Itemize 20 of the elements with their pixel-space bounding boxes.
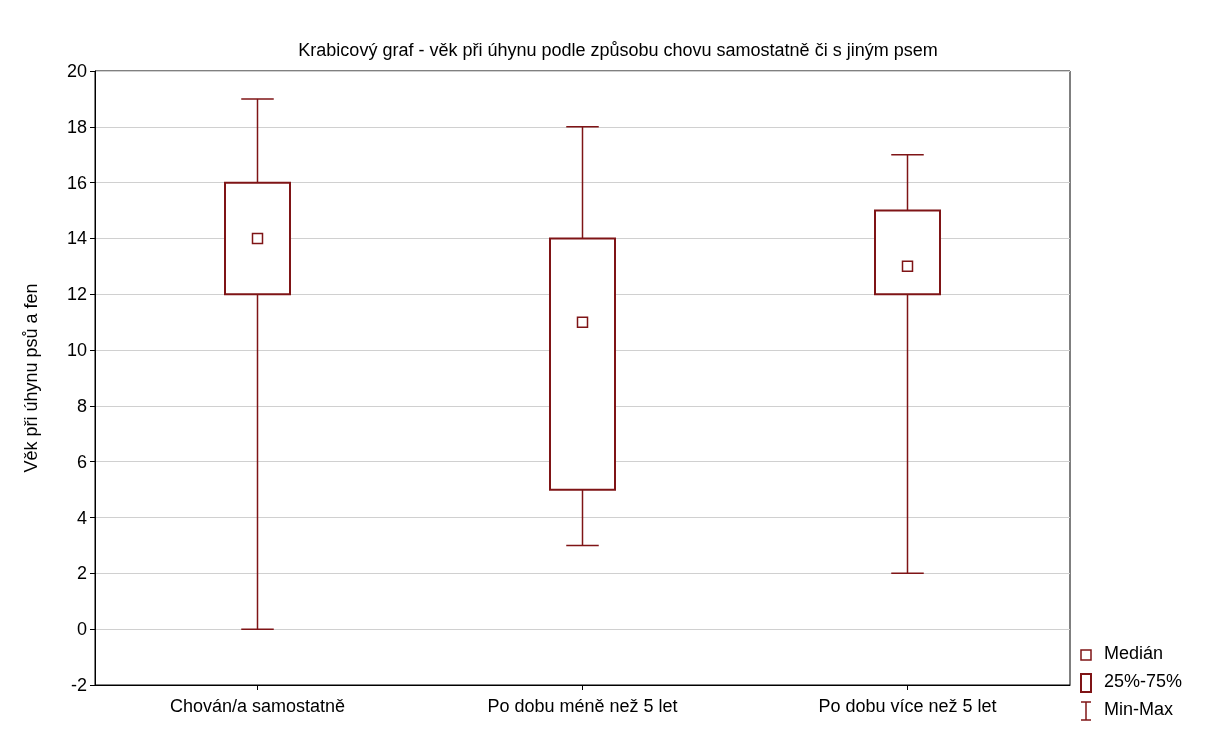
y-tick-label: 2 — [76, 563, 87, 584]
y-tick-label: 16 — [66, 172, 87, 193]
y-tick-label: 10 — [66, 340, 87, 361]
x-tick-label: Po dobu méně než 5 let — [487, 696, 678, 716]
text: 25%-75% — [1104, 671, 1183, 691]
y-tick-label: 8 — [76, 395, 87, 416]
y-tick-label: 6 — [76, 451, 87, 472]
y-tick-label: 20 — [66, 61, 87, 81]
y-tick-label: 14 — [66, 228, 87, 249]
x-tick-label: Chován/a samostatně — [169, 696, 346, 716]
y-tick-label: -2 — [70, 675, 87, 695]
y-tick-label: 12 — [66, 284, 87, 305]
y-tick-label: 0 — [76, 619, 87, 640]
y-tick-label: 18 — [66, 116, 87, 137]
text: Medián — [1104, 643, 1164, 663]
y-tick-label: 4 — [76, 507, 87, 528]
y-axis-title: Věk při úhynu psů a fen — [21, 283, 41, 473]
chart-title: Krabicový graf - věk při úhynu podle způsobu chovu samostatně či s jiným psem — [298, 40, 938, 60]
text: Min-Max — [1104, 699, 1174, 719]
x-tick-label: Po dobu více než 5 let — [818, 696, 997, 716]
